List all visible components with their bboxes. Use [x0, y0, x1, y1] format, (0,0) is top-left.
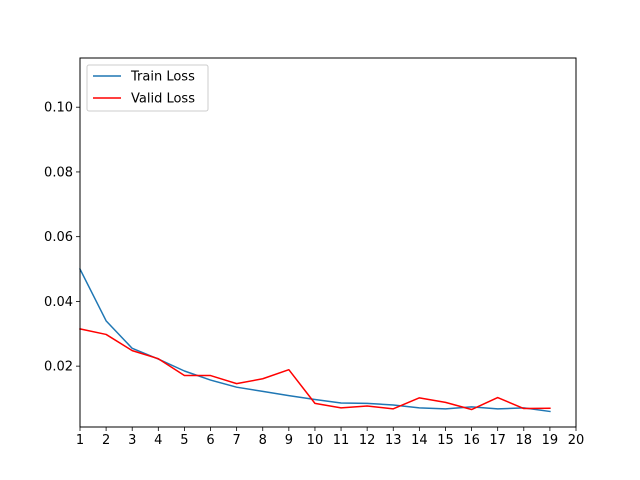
y-axis: 0.02 0.04 0.06 0.08 0.10 [44, 101, 80, 375]
x-tick-label: 1 [76, 433, 84, 448]
x-tick-label: 11 [333, 433, 350, 448]
plot-frame [79, 57, 577, 428]
x-tick-label: 19 [542, 433, 559, 448]
x-tick-label: 2 [102, 433, 110, 448]
y-tick-label: 0.06 [44, 230, 73, 245]
x-tick-label: 6 [206, 433, 214, 448]
x-tick-label: 18 [516, 433, 533, 448]
x-tick-label: 4 [154, 433, 162, 448]
series-layer [78, 268, 551, 413]
legend-label-train-loss: Train Loss [130, 70, 195, 85]
x-tick-label: 8 [259, 433, 267, 448]
y-tick-label: 0.02 [44, 360, 73, 375]
x-tick-label: 5 [180, 433, 188, 448]
x-tick-label: 10 [307, 433, 324, 448]
x-tick-label: 9 [285, 433, 293, 448]
x-axis: 1 2 3 4 5 6 7 8 9 10 11 12 13 14 15 16 17 18 19 20 [76, 427, 584, 448]
series-line-valid-loss [79, 328, 551, 411]
x-tick-label: 3 [128, 433, 136, 448]
x-tick-label: 17 [489, 433, 506, 448]
legend-label-valid-loss: Valid Loss [131, 92, 195, 107]
y-tick-label: 0.04 [44, 295, 73, 310]
plot-area [80, 58, 576, 427]
x-tick-label: 12 [359, 433, 376, 448]
x-tick-label: 15 [437, 433, 454, 448]
y-tick-label: 0.10 [44, 101, 73, 116]
x-tick-label: 13 [385, 433, 402, 448]
y-tick-label: 0.08 [44, 165, 73, 180]
x-tick-label: 20 [568, 433, 585, 448]
legend: Train Loss Valid Loss [86, 64, 209, 112]
x-tick-label: 14 [411, 433, 428, 448]
x-tick-label: 7 [232, 433, 240, 448]
x-tick-label: 16 [463, 433, 480, 448]
